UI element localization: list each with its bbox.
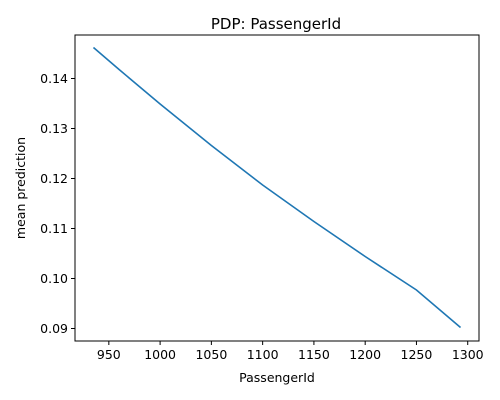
plot-frame (74, 34, 480, 342)
y-tick-label: 0.10 (40, 271, 68, 286)
x-tick-label: 1000 (144, 347, 176, 362)
plot-area (74, 34, 480, 342)
x-tick-label: 1100 (247, 347, 279, 362)
x-tick-label: 1250 (401, 347, 433, 362)
y-tick-label: 0.14 (40, 71, 68, 86)
x-tick-label: 1200 (349, 347, 381, 362)
x-axis-label: PassengerId (239, 370, 315, 385)
x-tick-label: 1300 (452, 347, 484, 362)
y-tick-label: 0.12 (40, 171, 68, 186)
y-axis-ticks: 0.09 0.10 0.11 0.12 0.13 0.14 (40, 71, 75, 336)
y-tick-label: 0.13 (40, 121, 68, 136)
x-tick-label: 1050 (195, 347, 227, 362)
x-axis-ticks: 950 1000 1050 1100 1150 1200 1250 1300 (97, 341, 484, 362)
series-line (92, 46, 462, 329)
y-tick-label: 0.11 (40, 221, 68, 236)
y-axis-label: mean prediction (13, 137, 28, 239)
x-tick-label: 1150 (298, 347, 330, 362)
chart-title: PDP: PassengerId (211, 15, 341, 33)
y-tick-label: 0.09 (40, 321, 68, 336)
x-tick-label: 950 (97, 347, 121, 362)
